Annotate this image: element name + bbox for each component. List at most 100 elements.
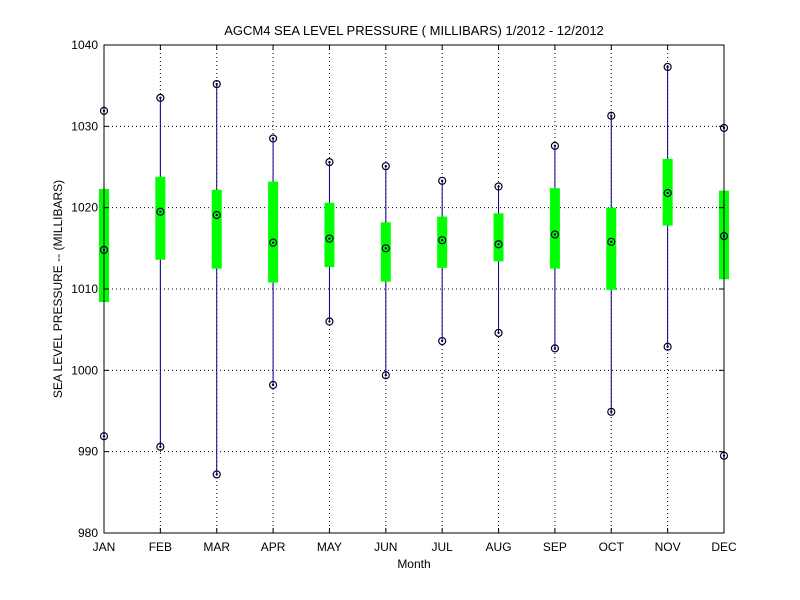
median-marker <box>663 188 672 198</box>
x-tick-label: FEB <box>149 540 172 554</box>
max-marker <box>494 182 503 191</box>
max-marker-dot <box>384 164 388 168</box>
max-marker <box>156 93 165 102</box>
min-marker-dot <box>440 339 444 343</box>
median-marker <box>607 237 616 246</box>
chart-title: AGCM4 SEA LEVEL PRESSURE ( MILLIBARS) 1/… <box>224 23 604 38</box>
min-marker-dot <box>384 374 388 377</box>
median-marker-dot <box>215 213 218 217</box>
y-tick-label: 980 <box>78 526 98 540</box>
median-marker-dot <box>610 240 613 244</box>
iqr-box <box>211 189 222 269</box>
y-tick-label: 1000 <box>71 363 98 377</box>
y-tick-label: 1030 <box>71 119 98 133</box>
box-feb <box>155 93 166 451</box>
min-marker-dot <box>553 347 557 350</box>
max-marker-dot <box>215 82 218 86</box>
max-marker-dot <box>328 160 331 164</box>
box-aug <box>493 182 504 338</box>
box-sep <box>549 141 560 353</box>
min-marker <box>156 442 165 451</box>
x-tick-label: DEC <box>711 540 737 554</box>
median-marker <box>438 236 447 245</box>
max-marker <box>212 79 221 89</box>
x-tick-label: MAR <box>203 540 230 554</box>
x-tick-label: AUG <box>486 540 512 554</box>
max-marker-dot <box>497 185 500 188</box>
box-oct <box>606 111 617 416</box>
box-may <box>324 158 335 326</box>
median-marker <box>156 207 165 216</box>
median-marker <box>381 244 390 253</box>
min-marker <box>663 342 672 351</box>
max-marker <box>438 176 447 185</box>
max-marker-dot <box>271 137 275 140</box>
min-marker <box>438 336 447 346</box>
min-marker-dot <box>328 320 331 323</box>
min-marker <box>550 344 560 353</box>
median-marker-dot <box>384 247 388 250</box>
max-marker-dot <box>440 179 444 183</box>
x-axis-label: Month <box>397 557 430 571</box>
max-marker <box>607 111 616 120</box>
median-marker-dot <box>328 237 331 240</box>
boxes <box>99 62 729 479</box>
min-marker <box>212 470 221 479</box>
median-marker-dot <box>159 210 162 213</box>
median-marker-dot <box>553 233 557 236</box>
max-marker-dot <box>553 144 557 148</box>
box-mar <box>211 79 222 479</box>
iqr-box <box>549 188 560 269</box>
max-marker <box>268 134 278 143</box>
median-marker <box>550 230 560 239</box>
max-marker-dot <box>159 96 162 100</box>
median-marker-dot <box>497 243 500 246</box>
min-marker <box>607 407 616 416</box>
box-jun <box>380 162 391 380</box>
min-marker-dot <box>159 445 162 448</box>
x-tick-label: JUN <box>374 540 397 554</box>
iqr-box <box>437 216 448 268</box>
max-marker <box>325 158 334 167</box>
y-tick-label: 1010 <box>71 282 98 296</box>
box-jul <box>437 176 448 346</box>
box-nov <box>662 62 673 351</box>
y-tick-label: 1040 <box>71 38 98 52</box>
min-marker-dot <box>666 345 669 348</box>
median-marker <box>494 240 503 249</box>
min-marker <box>494 328 503 338</box>
min-marker-dot <box>215 473 218 476</box>
iqr-box <box>268 181 279 283</box>
min-marker-dot <box>497 331 500 335</box>
x-tick-label: NOV <box>655 540 681 554</box>
max-marker-dot <box>666 65 669 69</box>
x-ticks: JAN FEB MAR APR MAY JUN JUL AUG SEP OCT NOV DEC <box>93 45 737 554</box>
median-marker-dot <box>271 241 275 244</box>
median-marker-dot <box>666 191 669 195</box>
x-tick-label: OCT <box>599 540 625 554</box>
median-marker <box>325 234 334 243</box>
min-marker-dot <box>271 383 275 387</box>
box-apr <box>268 134 279 390</box>
median-marker-dot <box>440 239 444 242</box>
median-marker <box>212 210 221 220</box>
min-marker <box>325 317 334 326</box>
x-tick-label: JUL <box>432 540 454 554</box>
min-marker <box>381 371 390 380</box>
max-marker <box>550 141 560 150</box>
iqr-box <box>155 176 166 260</box>
y-ticks: 980 990 1000 1010 1020 1030 1040 <box>71 38 724 540</box>
x-tick-label: SEP <box>543 540 567 554</box>
max-marker-dot <box>610 114 613 117</box>
x-tick-label: JAN <box>93 540 116 554</box>
y-axis-label: SEA LEVEL PRESSURE -- (MILLIBARS) <box>51 180 65 398</box>
y-tick-label: 1020 <box>71 201 98 215</box>
y-tick-label: 990 <box>78 445 98 459</box>
min-marker-dot <box>610 410 613 414</box>
x-tick-label: APR <box>261 540 286 554</box>
min-marker <box>268 380 278 390</box>
median-marker <box>268 238 278 247</box>
iqr-box <box>606 207 617 290</box>
